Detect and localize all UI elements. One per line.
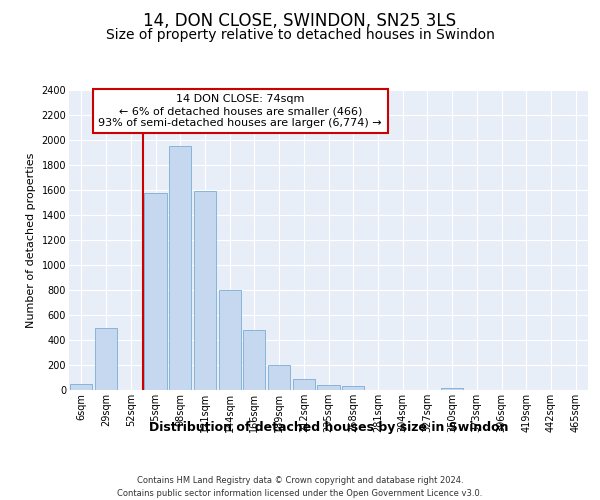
Bar xyxy=(169,146,191,390)
Bar xyxy=(70,384,92,390)
Bar xyxy=(293,379,315,390)
Text: Size of property relative to detached houses in Swindon: Size of property relative to detached ho… xyxy=(106,28,494,42)
Bar xyxy=(194,191,216,390)
Text: 14 DON CLOSE: 74sqm
← 6% of detached houses are smaller (466)
93% of semi-detach: 14 DON CLOSE: 74sqm ← 6% of detached hou… xyxy=(98,94,382,128)
Bar xyxy=(145,192,167,390)
Text: Contains HM Land Registry data © Crown copyright and database right 2024.
Contai: Contains HM Land Registry data © Crown c… xyxy=(118,476,482,498)
Text: Distribution of detached houses by size in Swindon: Distribution of detached houses by size … xyxy=(149,421,509,434)
Bar xyxy=(243,330,265,390)
Text: 14, DON CLOSE, SWINDON, SN25 3LS: 14, DON CLOSE, SWINDON, SN25 3LS xyxy=(143,12,457,30)
Bar xyxy=(342,386,364,390)
Bar xyxy=(268,365,290,390)
Bar xyxy=(95,328,117,390)
Bar xyxy=(441,388,463,390)
Y-axis label: Number of detached properties: Number of detached properties xyxy=(26,152,36,328)
Bar xyxy=(317,385,340,390)
Bar xyxy=(218,290,241,390)
